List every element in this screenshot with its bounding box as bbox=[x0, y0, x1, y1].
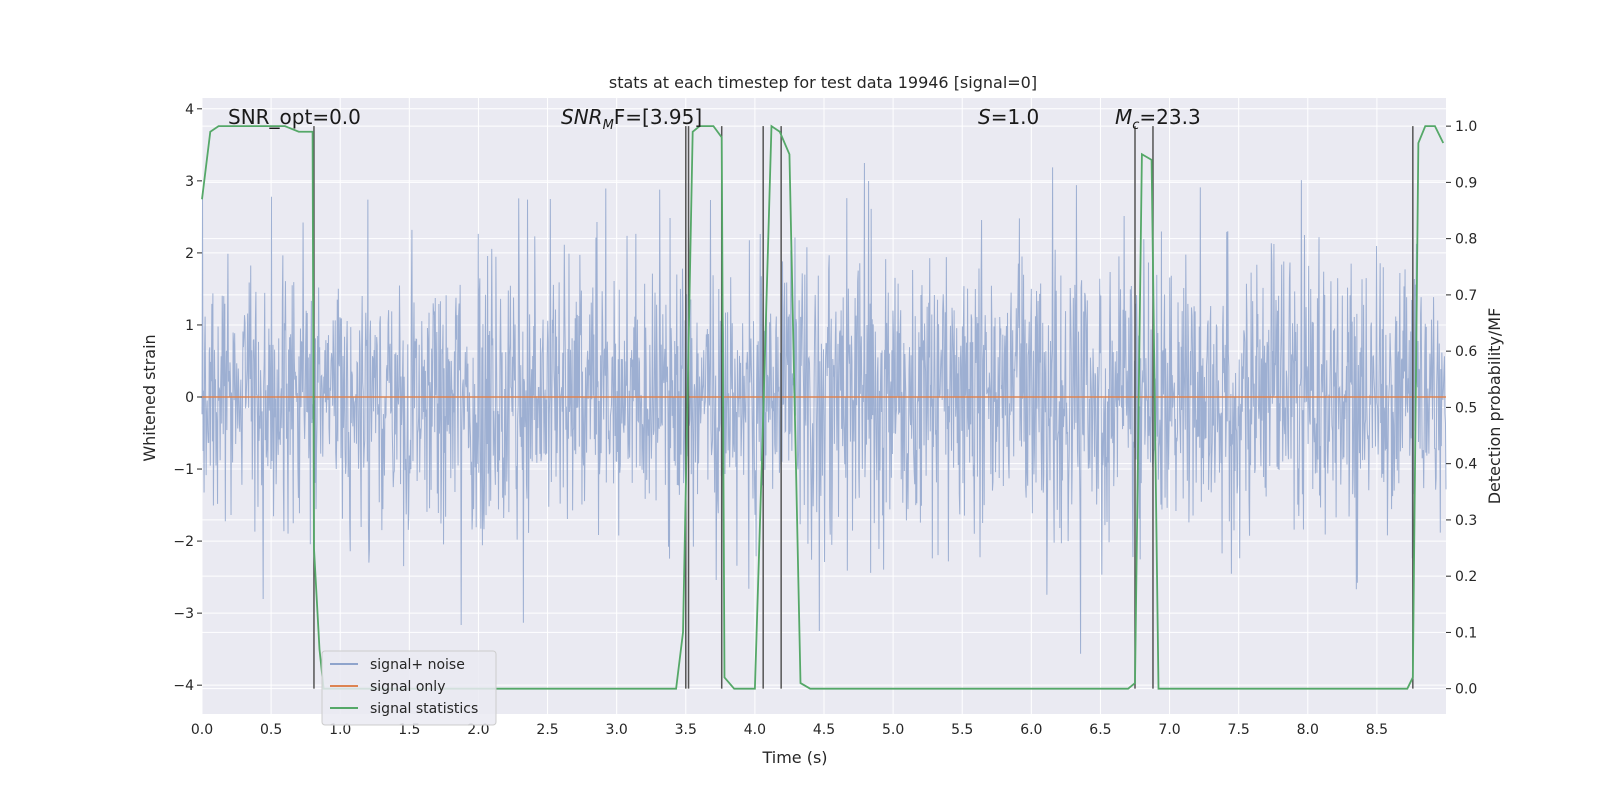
series-signal-statistics bbox=[201, 124, 1445, 690]
legend-entry-signal-statistics: signal statistics bbox=[370, 701, 478, 717]
y2-tick-label: 0.5 bbox=[1455, 400, 1477, 416]
annotation-mc: Mc=23.3 bbox=[1115, 105, 1201, 133]
y-axis-label: Whitened strain bbox=[140, 334, 159, 461]
annotation-snr-opt: SNR_opt=0.0 bbox=[228, 105, 361, 129]
x-tick-label: 1.0 bbox=[329, 722, 351, 738]
annotation-snr-mf-value: F=[3.95] bbox=[614, 105, 702, 129]
series-signal-noise bbox=[201, 162, 1447, 654]
y2-tick-label: 1.0 bbox=[1455, 119, 1477, 135]
legend-box bbox=[321, 650, 497, 726]
annotation-s-value: =1.0 bbox=[991, 105, 1040, 129]
x-tick-label: 6.0 bbox=[1020, 722, 1042, 738]
annotation-s-symbol: S bbox=[978, 105, 991, 129]
x-tick-label: 5.5 bbox=[951, 722, 973, 738]
annotation-mc-subscript: c bbox=[1132, 118, 1139, 133]
annotation-s: S=1.0 bbox=[978, 105, 1039, 129]
x-tick-label: 2.5 bbox=[536, 722, 558, 738]
x-tick-label: 7.0 bbox=[1158, 722, 1180, 738]
x-tick-label: 6.5 bbox=[1089, 722, 1111, 738]
signal-statistics-line bbox=[201, 124, 1445, 690]
legend-entry-signal-noise: signal+ noise bbox=[370, 657, 465, 673]
x-tick-label: 3.0 bbox=[606, 722, 628, 738]
x-tick-label: 8.0 bbox=[1297, 722, 1319, 738]
x-tick-label: 2.0 bbox=[467, 722, 489, 738]
x-tick-label: 0.5 bbox=[260, 722, 282, 738]
annotation-mc-value: =23.3 bbox=[1139, 105, 1200, 129]
x-tick-label: 3.5 bbox=[675, 722, 697, 738]
y2-tick-label: 0.7 bbox=[1455, 288, 1477, 304]
y2-tick-label: 0.3 bbox=[1455, 513, 1477, 529]
x-tick-label: 5.0 bbox=[882, 722, 904, 738]
y2-tick-label: 0.4 bbox=[1455, 457, 1477, 473]
y-tick-label: −2 bbox=[173, 534, 194, 550]
y2-tick-label: 0.2 bbox=[1455, 569, 1477, 585]
y-tick-label: 2 bbox=[185, 246, 194, 262]
y-tick-label: −3 bbox=[173, 606, 194, 622]
x-tick-label: 7.5 bbox=[1228, 722, 1250, 738]
y2-tick-label: 0.8 bbox=[1455, 232, 1477, 248]
axis-ticks: 0.0 0.5 1.0 1.5 2.0 2.5 3.0 3.5 4.0 4.5 5.0 5.5 6.0 6… bbox=[173, 102, 1477, 738]
annotation-snr-mf: SNRMF=[3.95] bbox=[561, 105, 702, 133]
x-tick-label: 8.5 bbox=[1366, 722, 1388, 738]
y2-tick-label: 0.6 bbox=[1455, 344, 1477, 360]
legend-entry-signal-only: signal only bbox=[370, 679, 445, 695]
y-tick-label: −1 bbox=[173, 462, 194, 478]
annotation-mc-symbol: M bbox=[1115, 105, 1132, 129]
annotation-snr-mf-symbol: SNR bbox=[561, 105, 603, 129]
y2-tick-label: 0.9 bbox=[1455, 175, 1477, 191]
annotation-snr-mf-subscript: M bbox=[603, 118, 614, 133]
x-tick-label: 0.0 bbox=[191, 722, 213, 738]
chart-title: stats at each timestep for test data 199… bbox=[609, 73, 1037, 92]
x-tick-label: 1.5 bbox=[398, 722, 420, 738]
y-tick-label: 1 bbox=[185, 318, 194, 334]
legend: signal+ noise signal only signal statist… bbox=[321, 650, 497, 726]
x-tick-label: 4.5 bbox=[813, 722, 835, 738]
y2-axis-label: Detection probability/MF bbox=[1485, 308, 1504, 505]
y-tick-label: 3 bbox=[185, 174, 194, 190]
y2-tick-label: 0.0 bbox=[1455, 682, 1477, 698]
x-tick-label: 4.0 bbox=[744, 722, 766, 738]
y2-tick-label: 0.1 bbox=[1455, 625, 1477, 641]
noise-line bbox=[201, 162, 1447, 654]
y-tick-label: −4 bbox=[173, 678, 194, 694]
y-tick-label: 4 bbox=[185, 102, 194, 118]
y-tick-label: 0 bbox=[185, 390, 194, 406]
x-axis-label: Time (s) bbox=[761, 748, 827, 767]
